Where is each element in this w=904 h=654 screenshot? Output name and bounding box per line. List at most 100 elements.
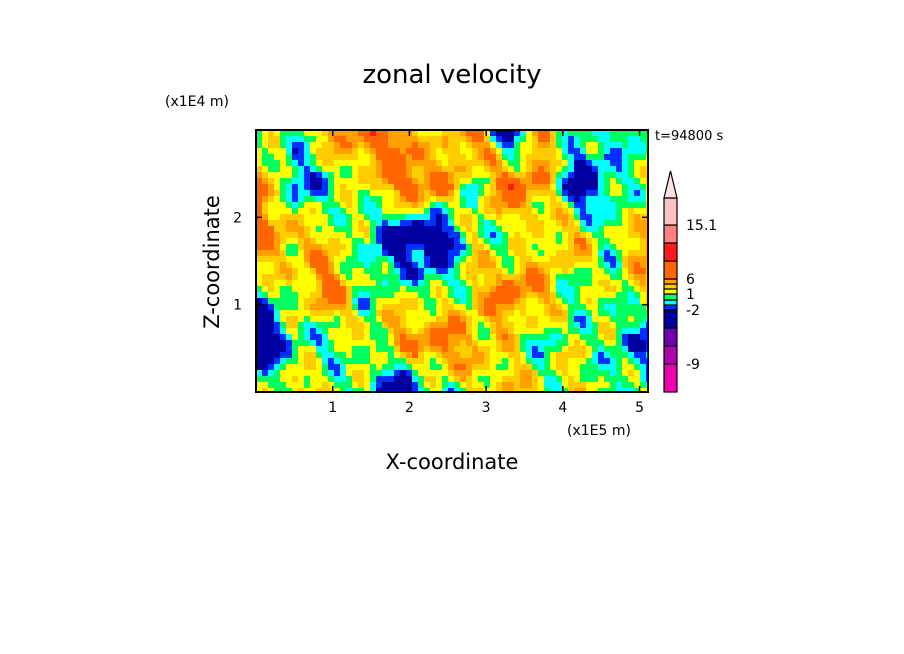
contour-cell [394,358,400,364]
contour-cell [472,178,478,184]
contour-cell [538,388,544,392]
contour-cell [550,304,556,310]
contour-cell [370,370,376,376]
contour-cell [328,232,334,238]
contour-cell [478,352,484,358]
contour-cell [526,196,532,202]
contour-cell [310,208,316,214]
contour-cell [610,130,616,136]
contour-cell [262,292,268,298]
contour-cell [580,256,586,262]
contour-cell [592,214,598,220]
contour-cell [568,292,574,298]
contour-cell [334,220,340,226]
contour-cell [538,286,544,292]
contour-cell [388,196,394,202]
contour-cell [610,148,616,154]
contour-cell [382,328,388,334]
contour-cell [574,202,580,208]
contour-cell [262,310,268,316]
contour-cell [400,166,406,172]
contour-cell [382,220,388,226]
contour-cell [610,328,616,334]
contour-cell [472,304,478,310]
contour-cell [442,316,448,322]
contour-cell [322,274,328,280]
contour-cell [490,148,496,154]
colorbar: 15.161-2-9 [663,170,717,393]
contour-cell [424,208,430,214]
contour-cell [304,268,310,274]
contour-cell [616,256,622,262]
contour-cell [382,256,388,262]
contour-cell [358,226,364,232]
contour-cell [508,208,514,214]
contour-cell [430,166,436,172]
contour-cell [424,136,430,142]
contour-cell [274,154,280,160]
contour-cell [472,232,478,238]
contour-cell [586,238,592,244]
contour-cell [388,190,394,196]
contour-cell [418,280,424,286]
contour-cell [406,310,412,316]
contour-cell [568,382,574,388]
contour-cell [448,160,454,166]
contour-cell [346,268,352,274]
contour-cell [358,286,364,292]
contour-cell [406,220,412,226]
contour-cell [274,334,280,340]
contour-cell [586,196,592,202]
contour-cell [316,370,322,376]
contour-cell [346,202,352,208]
contour-cell [304,244,310,250]
contour-cell [526,328,532,334]
contour-cell [592,130,598,136]
contour-cell [394,208,400,214]
contour-cell [346,370,352,376]
contour-cell [406,232,412,238]
contour-cell [286,286,292,292]
contour-cell [268,172,274,178]
contour-cell [616,226,622,232]
contour-cell [472,328,478,334]
contour-cell [418,208,424,214]
contour-cell [280,214,286,220]
contour-cell [622,334,628,340]
colorbar-segment [663,309,678,329]
contour-cell [376,250,382,256]
contour-cell [532,148,538,154]
contour-cell [334,340,340,346]
contour-cell [346,274,352,280]
contour-cell [268,148,274,154]
contour-cell [310,130,316,136]
contour-cell [514,238,520,244]
contour-cell [388,214,394,220]
contour-cell [466,250,472,256]
contour-cell [388,244,394,250]
contour-cell [322,298,328,304]
contour-cell [640,172,646,178]
contour-cell [316,268,322,274]
contour-cell [292,340,298,346]
contour-cell [406,226,412,232]
contour-cell [502,286,508,292]
contour-cell [256,244,262,250]
contour-cell [364,148,370,154]
contour-cell [352,298,358,304]
contour-cell [418,358,424,364]
contour-cell [568,250,574,256]
contour-cell [268,166,274,172]
contour-cell [496,286,502,292]
contour-cell [556,304,562,310]
contour-cell [520,142,526,148]
contour-cell [292,166,298,172]
contour-cell [328,202,334,208]
contour-cell [346,304,352,310]
contour-cell [628,136,634,142]
contour-cell [310,172,316,178]
contour-cell [484,256,490,262]
colorbar-label: 6 [686,272,695,288]
contour-cell [532,310,538,316]
contour-cell [556,364,562,370]
